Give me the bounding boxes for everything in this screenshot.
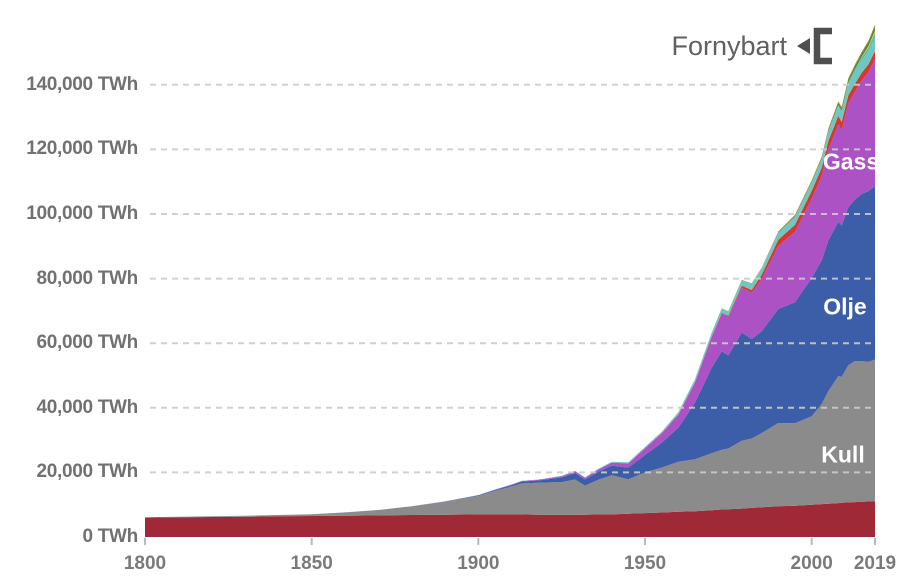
y-tick-label: 20,000 TWh bbox=[36, 461, 138, 483]
y-tick-label: 0 TWh bbox=[82, 526, 139, 547]
x-tick-label: 2000 bbox=[790, 553, 833, 574]
x-tick-label: 1950 bbox=[623, 553, 667, 574]
y-tick-label: 60,000 TWh bbox=[36, 332, 138, 354]
y-tick-label: 120,000 TWh bbox=[26, 138, 138, 160]
area-kull bbox=[145, 359, 875, 518]
area-gass bbox=[145, 59, 875, 518]
y-tick-label: 40,000 TWh bbox=[36, 396, 138, 418]
fornybart-label: Fornybart bbox=[671, 31, 787, 61]
y-tick-label: 80,000 TWh bbox=[36, 267, 138, 289]
area-label-gass: Gass bbox=[822, 148, 880, 175]
fornybart-annotation: Fornybart bbox=[671, 25, 838, 67]
y-tick-label: 140,000 TWh bbox=[26, 73, 138, 95]
x-tick-label: 2019 bbox=[853, 553, 897, 574]
area-label-kull: Kull bbox=[821, 441, 865, 468]
x-tick-label: 1800 bbox=[123, 553, 167, 574]
y-tick-label: 100,000 TWh bbox=[26, 203, 138, 224]
area-label-olje: Olje bbox=[823, 293, 867, 320]
x-tick-label: 1850 bbox=[290, 553, 333, 574]
area-layer-darkred-bottom bbox=[145, 501, 875, 537]
area-olje bbox=[145, 186, 875, 518]
bracket-arrow-icon bbox=[797, 27, 832, 65]
x-tick-label: 1900 bbox=[457, 553, 500, 574]
